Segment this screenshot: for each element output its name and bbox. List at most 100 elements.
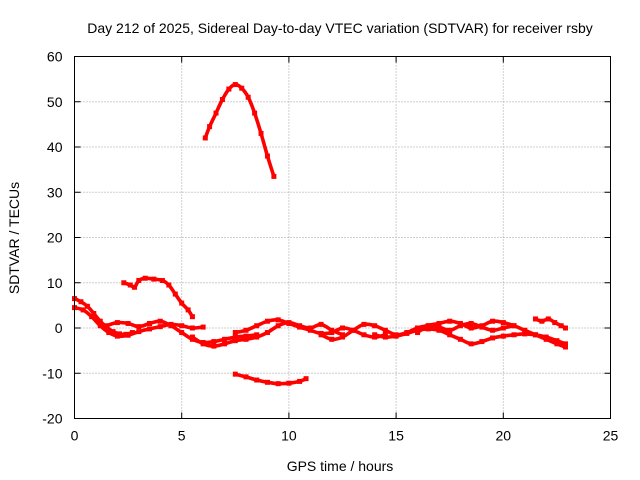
data-point [275, 381, 281, 387]
data-point [562, 325, 568, 331]
data-point [500, 333, 506, 339]
data-point [264, 153, 270, 159]
data-point [151, 276, 157, 282]
data-point [147, 326, 153, 332]
data-point [382, 334, 388, 340]
series-arc-5 [203, 82, 276, 179]
plot-area [72, 82, 568, 387]
data-point [97, 318, 103, 324]
data-point [468, 341, 474, 347]
data-point [219, 96, 225, 102]
data-point [457, 336, 463, 342]
data-point [457, 320, 463, 326]
data-point [166, 282, 172, 288]
x-tick-label: 20 [496, 428, 512, 444]
data-point [543, 336, 549, 342]
data-point [532, 332, 538, 338]
data-point [157, 324, 163, 330]
data-point [552, 320, 558, 326]
data-point [554, 341, 560, 347]
data-point [372, 323, 378, 329]
plot-frame [74, 56, 611, 419]
data-point [297, 378, 303, 384]
data-point [189, 334, 195, 340]
x-tick-label: 25 [603, 428, 619, 444]
data-point [271, 173, 277, 179]
data-point [479, 323, 485, 329]
data-point [232, 338, 238, 344]
data-point [558, 323, 564, 329]
y-tick-label: 10 [47, 275, 63, 291]
data-point [554, 338, 560, 344]
y-tick-label: -10 [42, 365, 62, 381]
data-point [172, 291, 178, 297]
data-point [447, 318, 453, 324]
data-point [254, 334, 260, 340]
x-axis-title: GPS time / hours [287, 458, 394, 474]
data-point [179, 323, 185, 329]
data-point [243, 336, 249, 342]
data-point [436, 327, 442, 333]
data-point [136, 329, 142, 335]
data-point [110, 329, 116, 335]
data-point [245, 94, 251, 100]
data-point [222, 341, 228, 347]
data-point [168, 323, 174, 329]
data-point [264, 330, 270, 336]
data-point [425, 326, 431, 332]
data-point [258, 130, 264, 136]
data-point [232, 330, 238, 336]
data-point [545, 316, 551, 322]
data-point [114, 333, 120, 339]
data-point [329, 336, 335, 342]
data-point [404, 330, 410, 336]
data-point [415, 330, 421, 336]
y-tick-label: 0 [55, 320, 63, 336]
data-point [243, 333, 249, 339]
data-point [254, 377, 260, 383]
y-tick-label: 60 [47, 49, 63, 65]
data-point [189, 314, 195, 320]
data-point [185, 307, 191, 313]
data-point [264, 379, 270, 385]
data-point [104, 323, 110, 329]
data-point [179, 300, 185, 306]
data-point [350, 327, 356, 333]
grid-lines [74, 56, 611, 419]
data-point [127, 282, 133, 288]
data-point [121, 280, 127, 286]
data-point [425, 323, 431, 329]
data-point [436, 324, 442, 330]
data-point [286, 380, 292, 386]
chart-title: Day 212 of 2025, Sidereal Day-to-day VTE… [87, 20, 593, 36]
x-tick-label: 10 [281, 428, 297, 444]
data-point [222, 336, 228, 342]
data-point [511, 323, 517, 329]
data-point [211, 339, 217, 345]
y-tick-label: 40 [47, 139, 63, 155]
data-point [511, 332, 517, 338]
data-point [372, 332, 378, 338]
data-point [254, 323, 260, 329]
data-point [447, 332, 453, 338]
data-point [307, 327, 313, 333]
y-axis-title: SDTVAR / TECUs [6, 182, 22, 294]
data-point [303, 376, 309, 382]
data-point [318, 321, 324, 327]
data-point [202, 135, 208, 141]
data-point [200, 341, 206, 347]
data-point [136, 277, 142, 283]
data-point [207, 124, 213, 130]
data-point [84, 303, 90, 309]
data-point [340, 334, 345, 340]
data-point [159, 277, 165, 283]
data-point [147, 320, 153, 326]
data-point [539, 318, 545, 324]
data-point [490, 327, 496, 333]
data-point [264, 318, 270, 324]
data-point [189, 325, 195, 331]
data-point [97, 323, 103, 329]
data-point [382, 327, 388, 333]
data-point [297, 324, 303, 330]
